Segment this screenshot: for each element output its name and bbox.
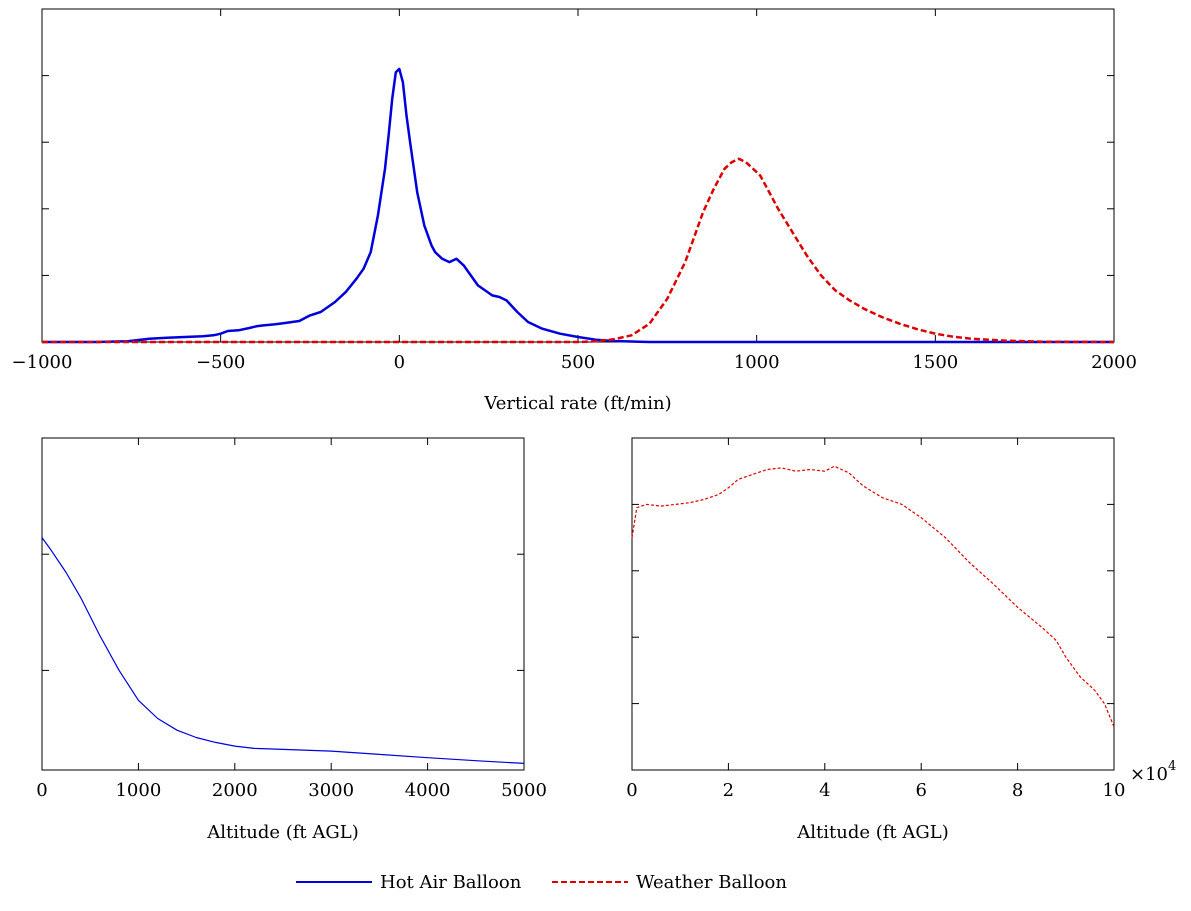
top-chart-vertical-rate: −1000 −500 0 500 1000 1500 2000 Vertical rate (… <box>12 8 1137 414</box>
x-tick-label: 0 <box>36 780 47 801</box>
x-tick-label: 1000 <box>115 780 161 801</box>
plot-frame <box>41 8 1115 343</box>
x-tick-label: 1500 <box>912 352 958 373</box>
hot-air-balloon-line <box>41 537 525 764</box>
x-tick-label: 8 <box>1012 780 1023 801</box>
bottom-left-chart-hot-air-altitude: 0 1000 2000 3000 4000 5000 Altitude (ft AGL) <box>36 437 547 843</box>
x-tick-label: 3000 <box>308 780 354 801</box>
legend-label: Weather Balloon <box>636 872 787 893</box>
legend-label: Hot Air Balloon <box>380 872 522 893</box>
x-tick-label: 2000 <box>1091 352 1137 373</box>
x-tick-label: 10 <box>1103 780 1126 801</box>
x-axis-title: Altitude (ft AGL) <box>206 822 358 843</box>
legend: Hot Air Balloon Weather Balloon <box>296 872 787 893</box>
x-tick-label: 5000 <box>501 780 547 801</box>
x-tick-label: 2000 <box>212 780 258 801</box>
x-axis-multiplier: ×104 <box>1130 759 1176 785</box>
weather-balloon-line <box>42 157 1115 344</box>
x-tick-label: 0 <box>394 352 405 373</box>
bottom-right-chart-weather-altitude: 0 2 4 6 8 10 Altitude (ft AGL) ×104 <box>626 437 1176 843</box>
x-tick-label: 4 <box>819 780 830 801</box>
x-tick-label: 2 <box>723 780 734 801</box>
plot-frame <box>631 437 1115 771</box>
x-axis-title: Vertical rate (ft/min) <box>483 393 671 414</box>
x-tick-label: 6 <box>915 780 926 801</box>
weather-balloon-line <box>631 465 1115 728</box>
x-tick-label: −1000 <box>12 352 73 373</box>
plot-frame <box>41 437 525 771</box>
x-tick-label: 4000 <box>405 780 451 801</box>
x-tick-label: −500 <box>196 352 245 373</box>
x-tick-label: 1000 <box>734 352 780 373</box>
hot-air-balloon-line <box>42 67 1114 344</box>
x-axis-multiplier-exponent: 4 <box>1168 759 1176 774</box>
x-tick-label: 0 <box>626 780 637 801</box>
x-tick-label: 500 <box>561 352 595 373</box>
x-axis-title: Altitude (ft AGL) <box>796 822 948 843</box>
